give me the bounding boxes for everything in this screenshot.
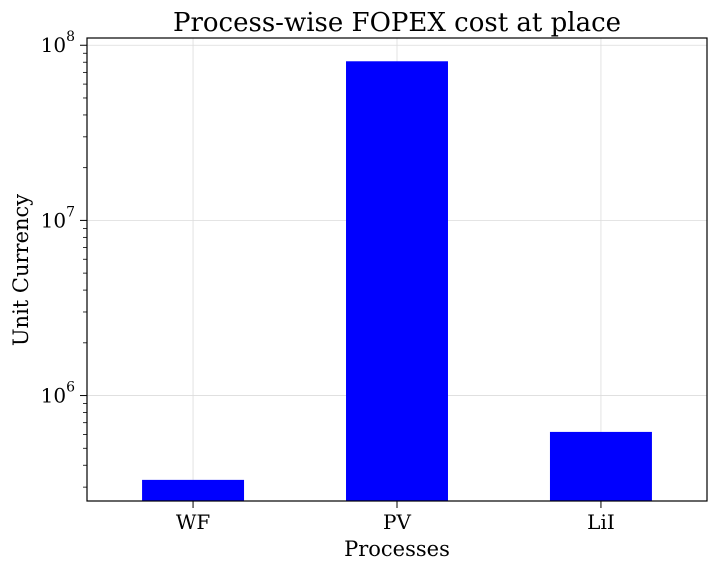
x-tick-label: LiI: [587, 510, 615, 534]
bars: [142, 61, 652, 501]
bar-lii: [549, 431, 652, 501]
y-tick-label: 107: [41, 204, 75, 232]
x-tick-label: WF: [176, 510, 211, 534]
y-tick-label: 108: [41, 29, 75, 57]
chart-title: Process-wise FOPEX cost at place: [173, 8, 621, 38]
y-axis-ticks: 106 107 108: [41, 29, 87, 488]
y-tick-label: 106: [41, 380, 75, 408]
x-axis-label: Processes: [344, 537, 450, 561]
bar-pv: [346, 61, 448, 501]
x-tick-label: PV: [383, 510, 411, 534]
y-axis-label: Unit Currency: [9, 194, 33, 346]
bar-wf: [142, 479, 245, 501]
x-axis-ticks: WF PV LiI: [176, 501, 615, 534]
